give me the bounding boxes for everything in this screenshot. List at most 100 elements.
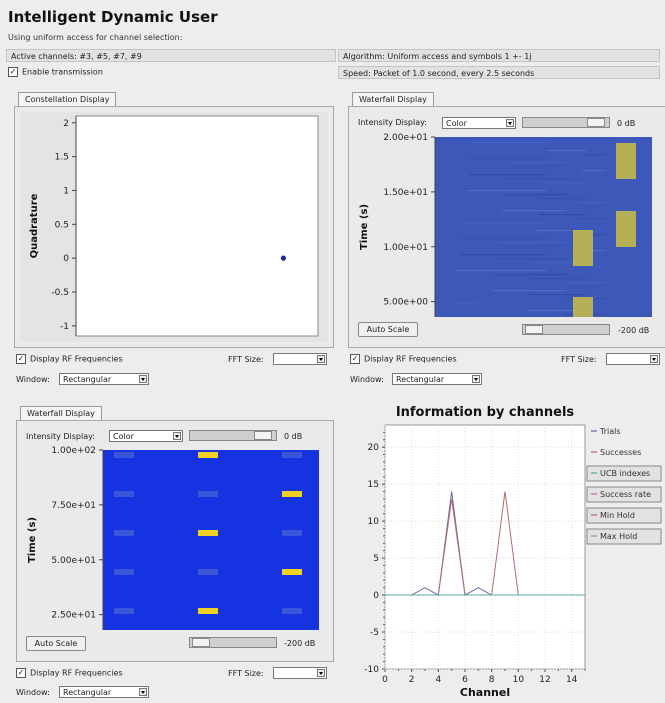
waterfall-bottom-faint-burst [114, 491, 134, 497]
waterfall-top-noise-line [496, 258, 566, 260]
tab-waterfall-display-bottom[interactable]: Waterfall Display [20, 406, 102, 421]
waterfall-top-y-ticks: 2.00e+01 1.50e+01 1.00e+01 5.00e+00 [383, 133, 435, 308]
ref-level-slider-top[interactable] [522, 324, 610, 335]
fft-size-select-right[interactable] [606, 353, 660, 365]
waterfall-bottom-burst [198, 569, 218, 575]
display-rf-checkbox-left[interactable]: ✓ [16, 354, 26, 364]
constellation-y-tick-label: -1 [60, 322, 69, 332]
waterfall-top-noise-line [547, 150, 586, 152]
window-label-left: Window: [16, 375, 50, 384]
display-rf-row-left[interactable]: ✓ Display RF Frequencies [16, 354, 123, 364]
chart-x-tick-label: 2 [409, 675, 415, 685]
waterfall-bottom-y-tick-label: 1.00e+02 [51, 446, 96, 456]
intensity-select-top[interactable]: Color [442, 117, 516, 129]
tab-constellation-display[interactable]: Constellation Display [18, 92, 117, 107]
chart-legend-label: UCB indexes [600, 469, 650, 478]
window-value-left: Rectangular [63, 375, 112, 384]
auto-scale-button-top[interactable]: Auto Scale [358, 322, 418, 337]
window-label-right: Window: [350, 375, 384, 384]
display-rf-label-right: Display RF Frequencies [364, 354, 457, 364]
chart-y-tick-label: 10 [368, 517, 380, 527]
waterfall-top-y-tick-label: 2.00e+01 [383, 133, 428, 143]
chart-y-tick-label: 20 [368, 443, 380, 453]
display-rf-checkbox-right[interactable]: ✓ [350, 354, 360, 364]
chart-x-tick-label: 10 [513, 675, 525, 685]
waterfall-bottom-faint-burst [114, 530, 134, 536]
chevron-down-icon [139, 688, 147, 696]
waterfall-top-noise-line [465, 206, 546, 208]
waterfall-top-noise-line [545, 166, 586, 168]
chevron-down-icon [506, 119, 514, 127]
gain-slider-thumb-top[interactable] [587, 118, 605, 127]
gain-slider-thumb-bottom[interactable] [254, 431, 272, 440]
gain-slider-bottom[interactable] [189, 430, 277, 441]
waterfall-top-noise-line [502, 210, 566, 212]
window-select-left[interactable]: Rectangular [59, 373, 149, 385]
display-rf-row-bottom[interactable]: ✓ Display RF Frequencies [16, 668, 123, 678]
constellation-y-tick-label: -0.5 [51, 288, 69, 298]
chart-y-tick-label: 15 [368, 480, 379, 490]
fft-size-label-left: FFT Size: [228, 355, 264, 364]
waterfall-top-noise-line [467, 190, 546, 192]
waterfall-top-noise-line [461, 238, 546, 240]
waterfall-top-y-tick-label: 1.00e+01 [383, 243, 428, 253]
display-rf-row-right[interactable]: ✓ Display RF Frequencies [350, 354, 457, 364]
ref-level-value-bottom: -200 dB [284, 639, 316, 648]
constellation-y-label: Quadrature [29, 193, 40, 258]
window-value-right: Rectangular [396, 375, 445, 384]
waterfall-bottom-y-tick-label: 5.00e+01 [51, 556, 96, 566]
chart-series [385, 491, 585, 596]
gain-value-top: 0 dB [617, 119, 636, 128]
waterfall-top-y-label: Time (s) [359, 204, 370, 250]
window-select-right[interactable]: Rectangular [392, 373, 482, 385]
fft-size-select-bottom[interactable] [273, 667, 327, 679]
chart-y-tick-label: -5 [370, 628, 379, 638]
ref-level-slider-thumb-top[interactable] [525, 325, 543, 334]
enable-transmission-checkbox[interactable]: ✓ [8, 67, 18, 77]
waterfall-top-noise-line [490, 306, 566, 308]
waterfall-bottom-burst [198, 491, 218, 497]
gain-value-bottom: 0 dB [284, 432, 303, 441]
auto-scale-button-bottom[interactable]: Auto Scale [26, 636, 86, 651]
tab-waterfall-display-top[interactable]: Waterfall Display [352, 92, 434, 107]
waterfall-top-noise-line [457, 270, 546, 272]
fft-size-select-left[interactable] [273, 353, 327, 365]
chart-x-label: Channel [460, 686, 510, 699]
chart-y-tick-label: 0 [373, 591, 379, 601]
waterfall-top-noise-line [582, 170, 606, 172]
waterfall-top-noise-line [453, 302, 476, 304]
chart-y-tick-label: -10 [364, 665, 379, 675]
gain-slider-top[interactable] [522, 117, 610, 128]
waterfall-top-noise-line [508, 162, 566, 164]
channels-chart-svg: Information by channels 0 2 4 6 8 10 12 14 -10-… [364, 405, 662, 699]
waterfall-top-noise [436, 138, 606, 316]
waterfall-top-noise-line [570, 266, 606, 268]
waterfall-bottom-burst [282, 452, 302, 458]
chart-legend-label: Trials [599, 427, 621, 436]
chart-x-tick-label: 14 [566, 675, 578, 685]
waterfall-top-noise-line [494, 274, 566, 276]
intensity-select-bottom[interactable]: Color [109, 430, 183, 442]
window-value-bottom: Rectangular [63, 688, 112, 697]
waterfall-bottom-burst [198, 452, 218, 458]
waterfall-bottom-faint-burst [114, 569, 134, 575]
chart-legend-box [586, 507, 662, 524]
chart-y-tick-label: 5 [373, 554, 379, 564]
app-title: Intelligent Dynamic User [8, 8, 218, 26]
waterfall-bottom-plot: 1.00e+02 7.50e+01 5.00e+01 2.50e+01 Time (s… [20, 446, 326, 634]
chart-legend-box [586, 465, 662, 482]
enable-transmission-row[interactable]: ✓ Enable transmission [8, 67, 103, 77]
waterfall-top-noise-line [463, 222, 546, 224]
chart-legend-label: Success rate [600, 490, 651, 499]
window-select-bottom[interactable]: Rectangular [59, 686, 149, 698]
ref-level-slider-thumb-bottom[interactable] [192, 638, 210, 647]
waterfall-top-noise-line [535, 246, 586, 248]
chart-x-tick-label: 6 [462, 675, 468, 685]
active-channels-bar: Active channels: #3, #5, #7, #9 [6, 49, 336, 62]
chart-x-tick-label: 0 [382, 675, 388, 685]
waterfall-bottom-burst [282, 569, 302, 575]
chart-title: Information by channels [396, 405, 575, 420]
ref-level-slider-bottom[interactable] [189, 637, 277, 648]
chart-legend-box [586, 486, 662, 503]
display-rf-checkbox-bottom[interactable]: ✓ [16, 668, 26, 678]
